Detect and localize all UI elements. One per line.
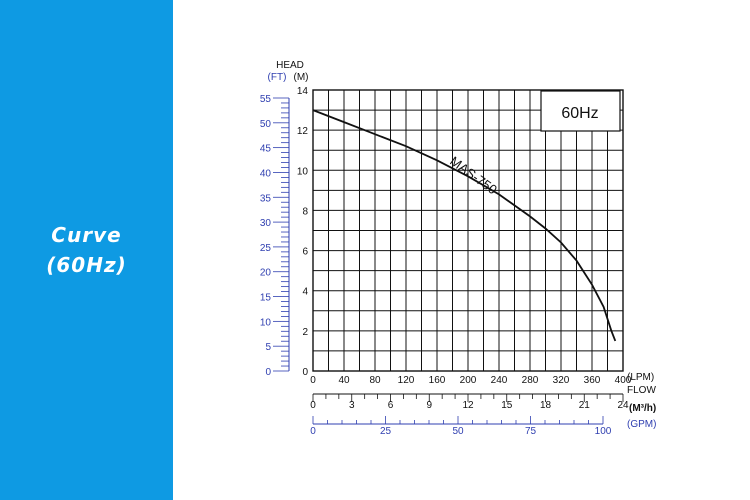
head-tick-label: 10 bbox=[297, 166, 309, 177]
gpm-axis-unit: (GPM) bbox=[627, 419, 656, 430]
m3h-tick-label: 24 bbox=[617, 400, 629, 411]
ft-axis-unit: (FT) bbox=[268, 72, 287, 83]
flow-tick-label: 120 bbox=[398, 375, 415, 386]
head-axis-title: HEAD bbox=[276, 60, 304, 71]
head-tick-label: 0 bbox=[302, 367, 308, 378]
gpm-tick-label: 75 bbox=[525, 426, 537, 437]
gpm-tick-label: 100 bbox=[595, 426, 612, 437]
flow-tick-label: 40 bbox=[338, 375, 350, 386]
flow-tick-label: 200 bbox=[460, 375, 477, 386]
flow-tick-label: 240 bbox=[491, 375, 508, 386]
side-title-line2: (60Hz) bbox=[46, 253, 127, 277]
head-tick-label: 8 bbox=[302, 206, 308, 217]
ft-axis: 0 5 10 15 20 25 30 35 40 45 50 55 bbox=[260, 94, 290, 378]
ft-tick-label: 35 bbox=[260, 193, 272, 204]
ft-tick-label: 45 bbox=[260, 144, 272, 155]
head-tick-label: 12 bbox=[297, 126, 309, 137]
head-tick-label: 2 bbox=[302, 327, 308, 338]
gpm-tick-label: 50 bbox=[452, 426, 464, 437]
frequency-badge: 60Hz bbox=[561, 105, 598, 122]
flow-tick-label: 0 bbox=[310, 375, 316, 386]
m3h-tick-label: 15 bbox=[501, 400, 513, 411]
flow-tick-label: 280 bbox=[522, 375, 539, 386]
m3h-tick-label: 6 bbox=[388, 400, 394, 411]
head-tick-label: 14 bbox=[297, 86, 309, 97]
plot-frame bbox=[312, 89, 624, 372]
ft-tick-label: 5 bbox=[265, 342, 271, 353]
flow-axis-title: FLOW bbox=[627, 385, 656, 396]
m3h-tick-label: 21 bbox=[579, 400, 591, 411]
ft-tick-label: 55 bbox=[260, 94, 272, 105]
head-tick-label: 6 bbox=[302, 247, 308, 258]
ft-tick-label: 30 bbox=[260, 218, 272, 229]
ft-tick-label: 10 bbox=[260, 317, 272, 328]
m3h-tick-label: 3 bbox=[349, 400, 355, 411]
chart-grid bbox=[312, 89, 624, 372]
m3h-tick-label: 9 bbox=[426, 400, 432, 411]
frequency-badge-box bbox=[540, 90, 621, 132]
gpm-tick-label: 25 bbox=[380, 426, 392, 437]
gpm-axis: 0 25 50 75 100 bbox=[310, 416, 612, 437]
side-panel: Curve (60Hz) bbox=[0, 0, 173, 500]
series-line-mas-750 bbox=[312, 109, 617, 342]
flow-axis: 0 40 80 120 160 200 240 280 320 360 400 bbox=[310, 375, 632, 386]
side-title-line1: Curve bbox=[51, 223, 122, 247]
ft-tick-label: 25 bbox=[260, 243, 272, 254]
flow-tick-label: 360 bbox=[584, 375, 601, 386]
m3h-tick-label: 0 bbox=[310, 400, 316, 411]
flow-axis-unit: (LPM) bbox=[627, 372, 654, 383]
flow-tick-label: 160 bbox=[429, 375, 446, 386]
ft-tick-label: 15 bbox=[260, 293, 272, 304]
ft-tick-label: 40 bbox=[260, 168, 272, 179]
head-axis-unit: (M) bbox=[294, 72, 309, 83]
ft-tick-label: 0 bbox=[265, 367, 271, 378]
m3h-axis: 0 3 6 9 12 15 18 21 24 bbox=[310, 393, 629, 411]
flow-tick-label: 320 bbox=[553, 375, 570, 386]
m3h-tick-label: 12 bbox=[462, 400, 474, 411]
head-axis: 0 2 4 6 8 10 12 14 bbox=[297, 86, 309, 378]
flow-tick-label: 80 bbox=[369, 375, 381, 386]
head-tick-label: 4 bbox=[302, 287, 308, 298]
flow-tick-label: 400 bbox=[615, 375, 632, 386]
ft-tick-label: 50 bbox=[260, 119, 272, 130]
m3h-tick-label: 18 bbox=[540, 400, 552, 411]
gpm-tick-label: 0 bbox=[310, 426, 316, 437]
m3h-axis-unit: (M³/h) bbox=[629, 403, 656, 414]
ft-tick-label: 20 bbox=[260, 268, 272, 279]
